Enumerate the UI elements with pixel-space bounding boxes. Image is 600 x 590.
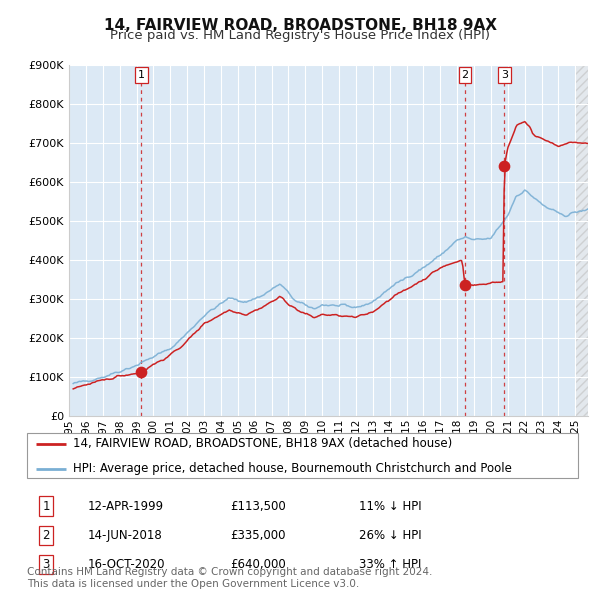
Text: 3: 3 <box>501 70 508 80</box>
Text: Price paid vs. HM Land Registry's House Price Index (HPI): Price paid vs. HM Land Registry's House … <box>110 30 490 42</box>
Text: 2: 2 <box>43 529 50 542</box>
Text: 33% ↑ HPI: 33% ↑ HPI <box>359 558 421 571</box>
Text: 14-JUN-2018: 14-JUN-2018 <box>88 529 163 542</box>
Text: 2: 2 <box>461 70 469 80</box>
Text: 1: 1 <box>43 500 50 513</box>
Text: 16-OCT-2020: 16-OCT-2020 <box>88 558 166 571</box>
Text: £335,000: £335,000 <box>230 529 286 542</box>
Text: 11% ↓ HPI: 11% ↓ HPI <box>359 500 421 513</box>
Text: 14, FAIRVIEW ROAD, BROADSTONE, BH18 9AX (detached house): 14, FAIRVIEW ROAD, BROADSTONE, BH18 9AX … <box>73 437 452 450</box>
Text: 1: 1 <box>138 70 145 80</box>
Bar <box>575 65 588 416</box>
Text: Contains HM Land Registry data © Crown copyright and database right 2024.
This d: Contains HM Land Registry data © Crown c… <box>27 567 433 589</box>
Text: £640,000: £640,000 <box>230 558 286 571</box>
Text: 12-APR-1999: 12-APR-1999 <box>88 500 164 513</box>
Text: 3: 3 <box>43 558 50 571</box>
Point <box>499 162 509 171</box>
FancyBboxPatch shape <box>27 433 578 478</box>
Text: 14, FAIRVIEW ROAD, BROADSTONE, BH18 9AX: 14, FAIRVIEW ROAD, BROADSTONE, BH18 9AX <box>104 18 497 32</box>
Text: £113,500: £113,500 <box>230 500 286 513</box>
Point <box>460 281 470 290</box>
Point <box>137 367 146 376</box>
Text: HPI: Average price, detached house, Bournemouth Christchurch and Poole: HPI: Average price, detached house, Bour… <box>73 463 512 476</box>
Text: 26% ↓ HPI: 26% ↓ HPI <box>359 529 421 542</box>
